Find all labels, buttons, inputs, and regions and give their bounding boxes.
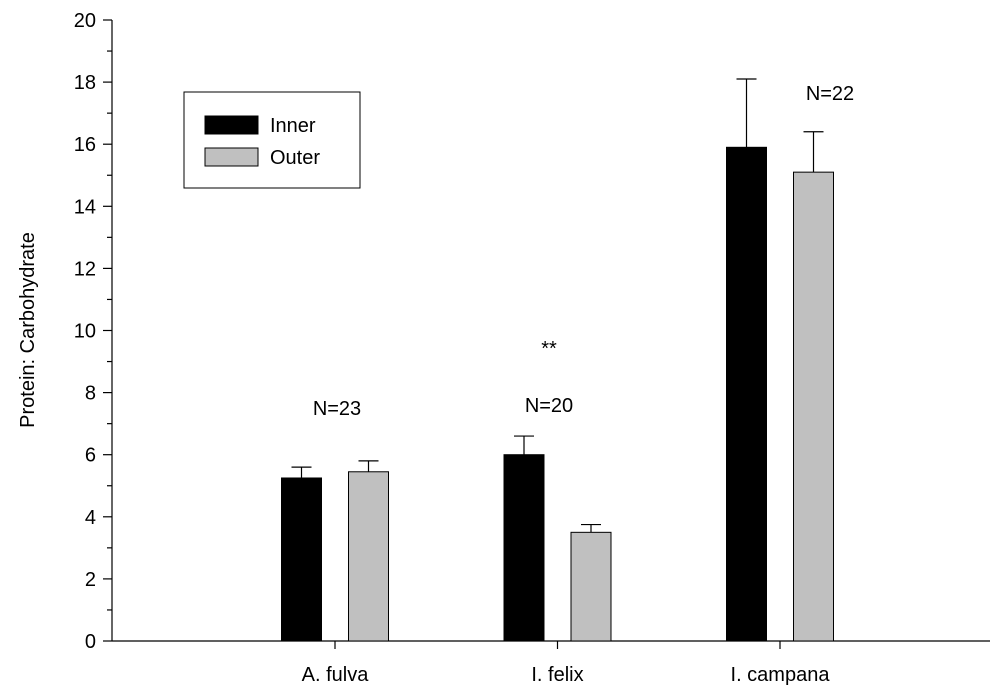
y-tick-label: 8 (85, 383, 96, 405)
legend-label: Outer (270, 147, 320, 169)
x-tick-label: I. felix (531, 664, 583, 686)
y-tick-label: 10 (74, 321, 96, 343)
bar (281, 477, 322, 642)
bar (503, 454, 545, 642)
y-tick-label: 16 (74, 134, 96, 156)
y-tick-label: 2 (85, 569, 96, 591)
bar (348, 471, 389, 642)
legend-swatch (204, 115, 259, 135)
y-tick-label: 20 (74, 10, 96, 32)
annotation: N=22 (806, 83, 854, 105)
y-tick-label: 18 (74, 72, 96, 94)
legend-swatch (204, 147, 259, 167)
annotation: N=20 (525, 395, 573, 417)
x-tick-label: A. fulva (302, 664, 370, 686)
x-tick-label: I. campana (731, 664, 831, 686)
y-tick-label: 14 (74, 196, 96, 218)
annotation: N=23 (313, 398, 361, 420)
y-tick-label: 4 (85, 507, 96, 529)
y-tick-label: 12 (74, 258, 96, 280)
bar (570, 531, 612, 642)
y-axis-label: Protein: Carbohydrate (17, 232, 39, 428)
bar (726, 146, 767, 642)
legend-label: Inner (270, 115, 316, 137)
y-tick-label: 0 (85, 631, 96, 653)
legend-box (183, 91, 361, 189)
bar (793, 171, 834, 642)
y-tick-label: 6 (85, 445, 96, 467)
annotation: ** (541, 338, 557, 360)
